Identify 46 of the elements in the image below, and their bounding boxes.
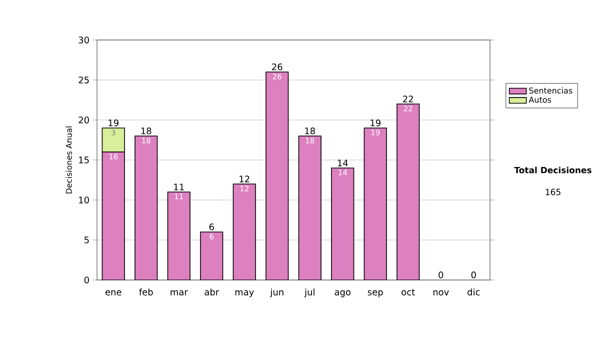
text: Total Decisiones [514,166,592,174]
bar [396,104,420,280]
y-tick-label: 5 [84,236,89,244]
x-tick-label: jun [270,288,284,298]
bar [134,136,158,280]
bar [331,168,354,280]
y-tick-label: 15 [79,156,89,164]
total-label: 6 [209,223,214,230]
y-tick-label: 20 [78,116,89,124]
y-axis-title: Decisiones Anual [66,126,72,194]
x-tick-label: sep [368,290,383,298]
bar [102,152,125,280]
total-label: 22 [403,96,413,102]
total-label: 12 [240,176,250,182]
legend-label: Autos [528,96,552,103]
x-tick-label: dic [468,288,480,296]
total-label: 18 [305,127,315,134]
x-tick-label: ago [334,290,351,298]
y-tick-label: 10 [79,196,89,204]
bar [364,128,387,280]
total-label: 11 [174,184,184,190]
total-label: 14 [338,160,348,166]
bar [266,72,288,280]
total-label: 0 [471,271,476,278]
x-tick-label: may [235,290,254,298]
bar [200,232,223,280]
total-label: 19 [370,119,380,126]
x-tick-label: mar [170,290,188,296]
x-tick-label: feb [139,288,153,296]
x-tick-label: abr [204,288,220,296]
y-tick-label: 0 [84,276,89,284]
total-label: 19 [108,119,118,126]
x-tick-label: jul [304,288,314,298]
total-label: 0 [438,271,444,278]
bar [298,136,322,280]
x-tick-label: ene [105,290,122,296]
x-tick-label: nov [433,290,449,296]
total-label: 26 [272,63,282,70]
text: 165 [546,188,560,196]
bar [168,192,190,280]
legend-label: Sentencias [529,87,572,94]
total-label: 18 [141,127,152,134]
x-tick-label: oct [402,289,415,296]
y-tick-label: 30 [78,36,89,44]
bar [233,184,256,280]
y-tick-label: 25 [78,76,89,84]
